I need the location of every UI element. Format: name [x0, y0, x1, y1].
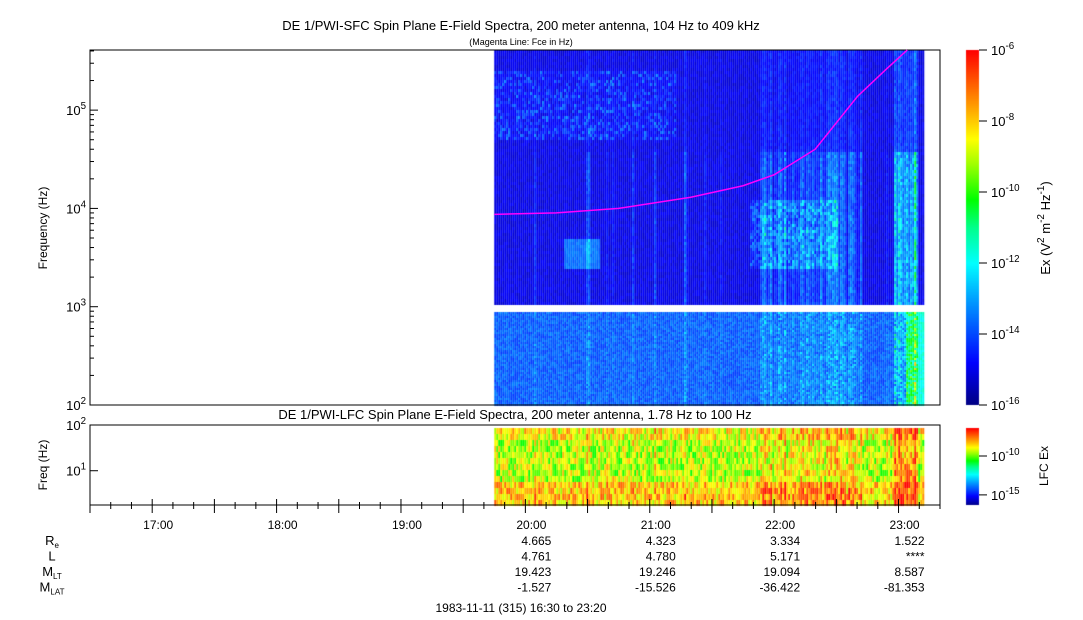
sfc-y-tick-label: 104 [66, 199, 86, 216]
ephemeris-value: 4.323 [646, 534, 676, 548]
lfc-plot-frame [89, 424, 941, 506]
ephemeris-value: -36.422 [759, 581, 800, 595]
sfc-title: DE 1/PWI-SFC Spin Plane E-Field Spectra,… [282, 18, 760, 33]
ephemeris-value: 19.246 [639, 565, 676, 579]
ephemeris-value: 5.171 [770, 550, 800, 564]
colorbar-tick-label: 10-16 [991, 396, 1020, 413]
colorbar-tick-label: 10-12 [991, 254, 1020, 271]
lfc-y-axis-label: Freq (Hz) [36, 440, 50, 491]
sfc-y-axis-label: Frequency (Hz) [36, 187, 50, 270]
ephemeris-value: **** [906, 550, 925, 564]
lfc-colorbar-tick-label: 10-15 [991, 486, 1020, 503]
ephemeris-row-label: MLT [42, 564, 62, 581]
sfc-plot-frame [89, 49, 941, 406]
ephemeris-row-label: MLAT [40, 580, 65, 597]
sfc-y-tick-label: 105 [66, 101, 86, 118]
colorbar-label: Ex (V2 m-2 Hz-1) [1036, 181, 1053, 274]
ephemeris-value: -1.527 [517, 581, 551, 595]
ephemeris-row-label: Re [45, 533, 59, 550]
colorbar-tick-label: 10-14 [991, 325, 1020, 342]
time-tick-label: 17:00 [143, 518, 173, 532]
lfc-title: DE 1/PWI-LFC Spin Plane E-Field Spectra,… [278, 407, 751, 422]
footer-date-range: 1983-11-11 (315) 16:30 to 23:20 [435, 601, 606, 615]
time-tick-label: 22:00 [765, 518, 795, 532]
sfc-y-tick-label: 103 [66, 298, 86, 315]
colorbar-tick-label: 10-10 [991, 183, 1020, 200]
time-tick-label: 18:00 [268, 518, 298, 532]
time-tick-label: 23:00 [890, 518, 920, 532]
colorbar-tick-label: 10-8 [991, 112, 1014, 129]
fce-magenta-line [494, 49, 908, 216]
ephemeris-value: 4.665 [521, 534, 551, 548]
ephemeris-value: -15.526 [635, 581, 676, 595]
lfc-y-tick-label: 102 [66, 416, 86, 433]
time-tick-label: 20:00 [516, 518, 546, 532]
time-tick-label: 19:00 [392, 518, 422, 532]
ephemeris-value: 19.423 [515, 565, 552, 579]
colorbar-tick-label: 10-6 [991, 41, 1014, 58]
sfc-y-tick-label: 102 [66, 396, 86, 413]
ephemeris-value: -81.353 [884, 581, 925, 595]
ephemeris-value: 4.761 [521, 550, 551, 564]
ephemeris-value: 8.587 [895, 565, 925, 579]
ephemeris-value: 4.780 [646, 550, 676, 564]
ephemeris-value: 3.334 [770, 534, 800, 548]
ephemeris-row-label: L [48, 549, 55, 564]
ephemeris-value: 1.522 [895, 534, 925, 548]
ephemeris-value: 19.094 [763, 565, 800, 579]
lfc-colorbar-label: LFC Ex [1037, 446, 1051, 486]
lfc-colorbar-tick-label: 10-10 [991, 447, 1020, 464]
lfc-y-tick-label: 101 [66, 462, 86, 479]
sfc-subtitle: (Magenta Line: Fce in Hz) [469, 37, 573, 47]
time-tick-label: 21:00 [641, 518, 671, 532]
